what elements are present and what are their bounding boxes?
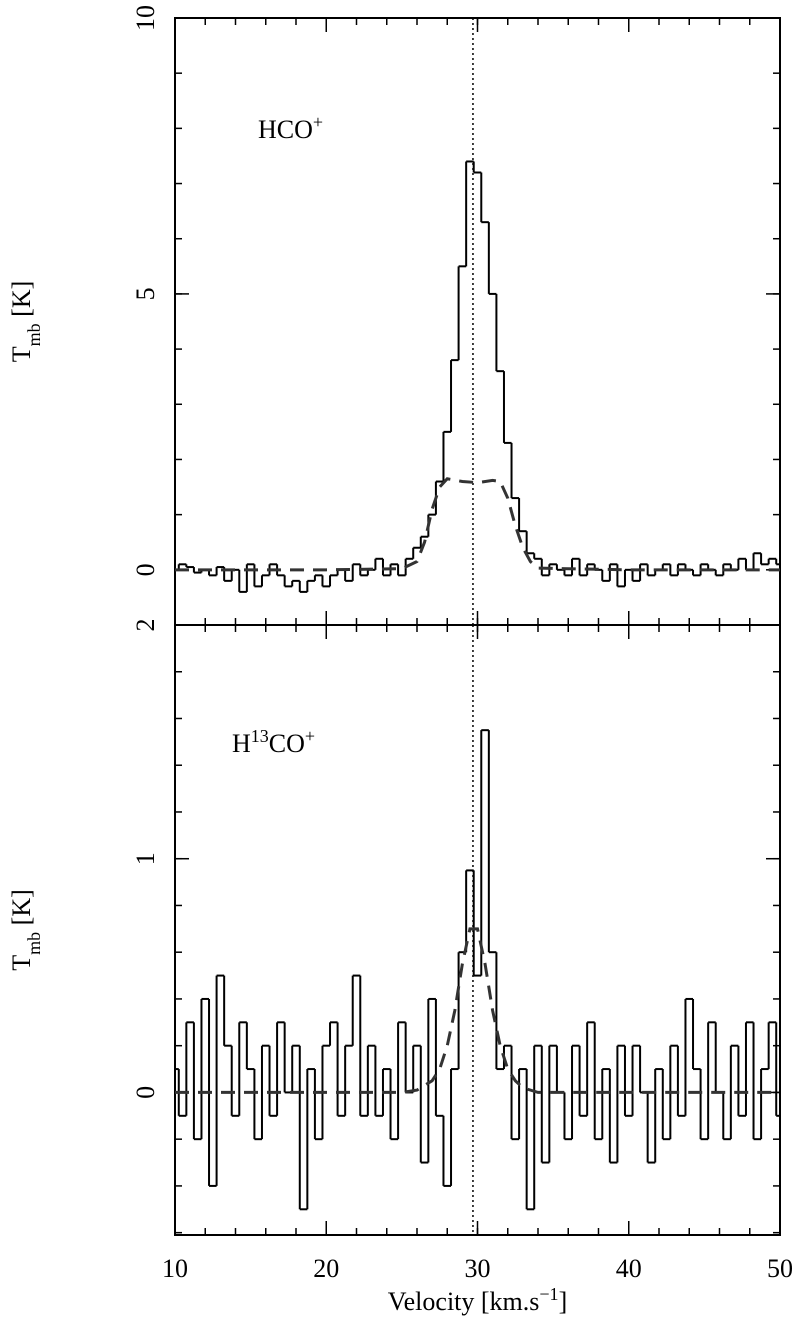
y-tick-label: 0: [131, 1086, 160, 1099]
x-tick-label: 50: [767, 1254, 793, 1283]
annotation: H13CO+: [232, 726, 315, 758]
text-part: mb: [24, 323, 44, 346]
text-part: mb: [24, 932, 44, 955]
x-tick-label: 10: [162, 1254, 188, 1283]
x-axis-title: Velocity [km.s−1]: [388, 1284, 567, 1316]
text-part: Velocity [km.s: [388, 1287, 540, 1316]
x-tick-label: 30: [465, 1254, 491, 1283]
text-part: T: [7, 346, 36, 362]
text-part: HCO: [258, 115, 313, 144]
text-part: −1: [539, 1284, 558, 1304]
y-tick-label: 10: [131, 5, 160, 31]
model-line: [175, 477, 780, 572]
text-part: +: [313, 112, 323, 132]
model-line: [175, 927, 780, 1094]
panel: 10 20 30 40 50 0 1 2 H13CO+ Tmb [K] Velocity [km.s…: [7, 619, 793, 1317]
text-part: [K]: [7, 281, 36, 324]
y-tick-label: 5: [131, 287, 160, 300]
text-part: T: [7, 955, 36, 971]
text-part: [K]: [7, 889, 36, 932]
y-axis-title: Tmb [K]: [7, 889, 44, 971]
y-tick-label: 2: [131, 619, 160, 632]
y-tick-label: 1: [131, 852, 160, 865]
text-part: 13: [251, 726, 269, 746]
text-part: ]: [559, 1287, 568, 1316]
x-tick-label: 40: [616, 1254, 642, 1283]
y-tick-label: 0: [131, 563, 160, 576]
annotation: HCO+: [258, 112, 323, 144]
x-tick-label: 20: [313, 1254, 339, 1283]
plot-frame: [174, 17, 781, 626]
text-part: H: [232, 729, 251, 758]
text-part: CO: [269, 729, 305, 758]
text-part: +: [305, 726, 315, 746]
y-axis-title: Tmb [K]: [7, 281, 44, 363]
panel: 0 5 10 HCO+ Tmb [K]: [7, 5, 781, 626]
